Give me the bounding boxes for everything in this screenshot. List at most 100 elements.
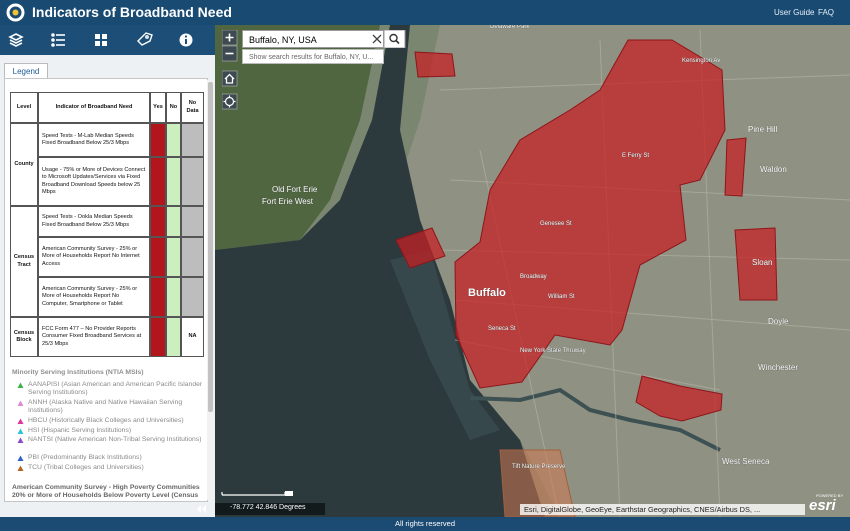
collapse-panel-icon[interactable] bbox=[195, 503, 209, 515]
msi-item: TCU (Tribal Colleges and Universities) bbox=[28, 464, 144, 471]
no-swatch bbox=[166, 157, 181, 206]
no-swatch bbox=[166, 317, 181, 357]
msi-item: PBI (Predominantly Black Institutions) bbox=[28, 454, 142, 461]
msi-symbol bbox=[17, 382, 24, 388]
map-label: West Seneca bbox=[722, 457, 770, 466]
msi-triangle bbox=[17, 428, 24, 434]
search-input[interactable]: Buffalo, NY, USA bbox=[242, 30, 384, 48]
scale-bar bbox=[215, 491, 325, 515]
toolbar-icons bbox=[8, 32, 193, 47]
yes-swatch bbox=[150, 206, 166, 237]
map-label: Doyle bbox=[768, 317, 789, 326]
level-cell: Census Block bbox=[10, 317, 38, 357]
table-header: Indicator of Broadband Need bbox=[38, 92, 150, 123]
attribution: Esri, DigitalGlobe, GeoEye, Earthstar Ge… bbox=[520, 504, 805, 515]
locate-button[interactable] bbox=[222, 93, 238, 110]
msi-symbol bbox=[17, 437, 24, 443]
need-area bbox=[395, 227, 446, 269]
info-icon[interactable] bbox=[179, 33, 193, 47]
map-label: Kensington Av bbox=[682, 58, 720, 64]
map-label: Pine Hill bbox=[748, 125, 778, 134]
zoom-in-button[interactable] bbox=[222, 30, 238, 46]
no-data-cell: NA bbox=[181, 317, 204, 357]
nav-link[interactable]: User Guide bbox=[774, 8, 815, 17]
no-swatch bbox=[166, 237, 181, 277]
msi-item: NANTSI (Native American Non-Tribal Servi… bbox=[28, 436, 202, 443]
grid-icon[interactable] bbox=[95, 34, 107, 46]
map-label: William St bbox=[548, 294, 575, 300]
yes-swatch bbox=[150, 123, 166, 157]
search-button[interactable] bbox=[383, 30, 406, 48]
msi-item: HBCU (Historically Black Colleges and Un… bbox=[28, 417, 184, 424]
table-header: Level bbox=[10, 92, 38, 123]
no-swatch bbox=[166, 206, 181, 237]
need-area bbox=[734, 227, 778, 301]
need-area bbox=[635, 375, 723, 422]
msi-symbol bbox=[17, 428, 24, 434]
yes-swatch bbox=[150, 277, 166, 317]
table-header: No Data bbox=[181, 92, 204, 123]
no-swatch bbox=[166, 277, 181, 317]
map-label: Winchester bbox=[758, 363, 798, 372]
yes-swatch bbox=[150, 317, 166, 357]
canada-land bbox=[215, 25, 380, 250]
need-area bbox=[414, 51, 456, 78]
indicator-cell: American Community Survey - 25% or More … bbox=[38, 277, 150, 317]
nav-link[interactable]: FAQ bbox=[818, 8, 835, 17]
level-cell: County bbox=[10, 123, 38, 206]
map-label: Waldon bbox=[760, 165, 787, 174]
map-label: Delaware Park bbox=[490, 25, 530, 30]
need-area bbox=[724, 137, 747, 197]
indicator-cell: Speed Tests - Ookla Median Speeds Fixed … bbox=[38, 206, 150, 237]
map-label: Broadway bbox=[520, 274, 547, 280]
level-cell: Census Tract bbox=[10, 206, 38, 317]
bookmark-icon[interactable] bbox=[137, 32, 153, 46]
search-icon bbox=[389, 33, 398, 43]
map-label: E Ferry St bbox=[622, 153, 649, 159]
scrollbar[interactable] bbox=[207, 80, 214, 500]
msi-symbol bbox=[17, 400, 24, 406]
search-icon-handle bbox=[395, 39, 400, 45]
msi-title: Minority Serving Institutions (NTIA MSIs… bbox=[12, 369, 144, 376]
home-button[interactable] bbox=[222, 70, 238, 87]
map-label: Sloan bbox=[752, 258, 772, 267]
yes-swatch bbox=[150, 237, 166, 277]
toolbar bbox=[0, 25, 215, 55]
app-title: Indicators of Broadband Need bbox=[32, 4, 232, 20]
harbor-water bbox=[390, 250, 500, 440]
table-header: Yes bbox=[150, 92, 166, 123]
logo-caption: POWERED BY bbox=[816, 493, 844, 498]
header-bar: Indicators of Broadband Need User Guide … bbox=[0, 0, 850, 25]
preserve-area bbox=[499, 449, 576, 517]
map-label: Tift Nature Preserve bbox=[512, 464, 566, 470]
map-label: Old Fort Erie bbox=[272, 185, 318, 194]
msi-triangle bbox=[17, 400, 24, 406]
app-logo bbox=[6, 3, 25, 22]
no-data-swatch bbox=[181, 206, 204, 237]
coordinates: -78.772 42.846 Degrees bbox=[230, 504, 306, 511]
msi-item: AANAPISI (Asian American and American Pa… bbox=[28, 381, 203, 396]
buffalo-river bbox=[469, 387, 721, 452]
list-icon[interactable] bbox=[51, 33, 65, 47]
indicator-cell: Speed Tests - M-Lab Median Speeds Fixed … bbox=[38, 123, 150, 157]
msi-triangle bbox=[17, 382, 24, 388]
map[interactable]: Buffalo Pine Hill Waldon Sloan Doyle Winchest… bbox=[215, 25, 850, 517]
esri-logo[interactable]: esri bbox=[809, 497, 836, 514]
msi-symbol bbox=[17, 418, 24, 424]
layers-icon[interactable] bbox=[8, 33, 24, 47]
msi-symbol bbox=[17, 455, 24, 461]
map-label: Genesee St bbox=[540, 221, 572, 227]
msi-item: ANNH (Alaska Native and Native Hawaiian … bbox=[28, 399, 183, 414]
msi-triangle bbox=[17, 437, 24, 443]
search-suggestion[interactable]: Show search results for Buffalo, NY, U..… bbox=[242, 49, 384, 64]
table-header: No bbox=[166, 92, 181, 123]
clear-search-button[interactable] bbox=[372, 34, 382, 44]
legend-tab[interactable]: Legend bbox=[4, 63, 48, 79]
no-data-swatch bbox=[181, 237, 204, 277]
msi-triangle bbox=[17, 455, 24, 461]
no-data-swatch bbox=[181, 157, 204, 206]
zoom-out-button[interactable] bbox=[222, 45, 238, 62]
indicator-cell: FCC Form 477 – No Provider Reports Consu… bbox=[38, 317, 150, 357]
indicator-cell: Usage - 75% or More of Devices Connect t… bbox=[38, 157, 150, 206]
